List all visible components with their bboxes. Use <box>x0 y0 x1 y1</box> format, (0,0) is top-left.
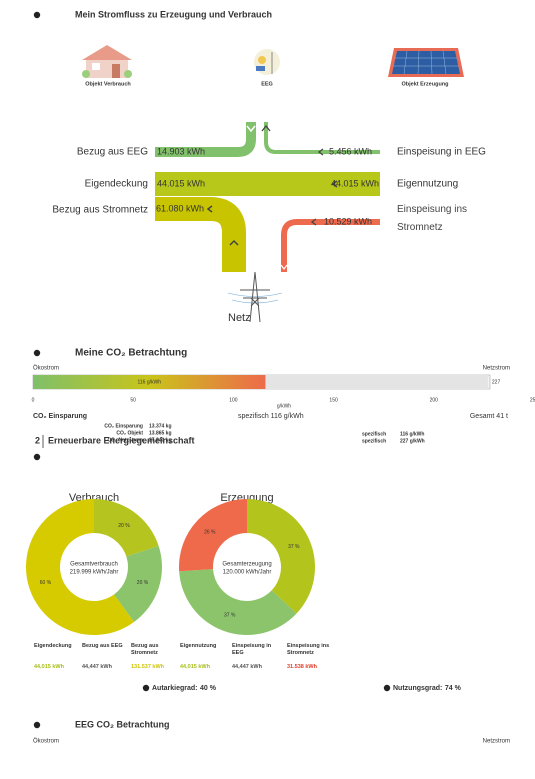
flow-label: Einspeisung in EEG <box>397 147 486 158</box>
help-icons <box>33 11 391 729</box>
icon-house <box>82 45 132 78</box>
section-title: EEG CO₂ Betrachtung <box>75 719 170 729</box>
segment-label: 26 % <box>204 529 216 535</box>
flow-value: 5.456 kWh <box>329 146 372 156</box>
center-label: Gesamterzeugung <box>222 562 271 568</box>
flow-value: 44.015 kWh <box>331 178 379 188</box>
summary-specific: spezifisch 116 g/kWh <box>238 413 304 420</box>
legend-amount: 44,015 kWh <box>34 664 64 670</box>
flow-label: Eigendeckung <box>85 179 148 190</box>
bar-label: 116 g/kWh <box>137 379 161 385</box>
flow-value: 14.903 kWh <box>157 146 205 156</box>
grid-tower <box>227 271 283 323</box>
donut-segment <box>179 569 297 636</box>
detail-value: 13.865 kg <box>149 430 172 436</box>
segment-label: 37 % <box>288 544 300 550</box>
center-value: 219.999 kWh/Jahr <box>70 570 119 576</box>
x-tick-label: 0 <box>32 397 35 403</box>
legend-amount: 31.538 kWh <box>287 664 317 670</box>
icon-label: Objekt Verbrauch <box>85 81 131 87</box>
ratio-value: 40 % <box>200 685 217 692</box>
legend-amount: 131.537 kWh <box>131 664 165 670</box>
flow-value: 10.529 kWh <box>324 216 372 226</box>
legend-name: Einspeisung ins Stromnetz <box>287 643 330 656</box>
donut-segment <box>113 545 162 623</box>
scale-left: Ökostrom <box>33 738 59 745</box>
summary-label: CO₂ Einsparung <box>33 413 87 420</box>
icon-eeg <box>254 49 280 75</box>
segment-label: 20 % <box>137 580 149 586</box>
detail-label: CO₂ Einsparung <box>104 423 143 429</box>
section-title: Meine CO₂ Betrachtung <box>75 348 187 359</box>
legend-name: Bezug aus Stromnetz <box>131 643 159 656</box>
center-value: 120.000 kWh/Jahr <box>223 570 272 576</box>
reference-label: 227 <box>492 379 501 385</box>
value-bar <box>33 375 266 389</box>
scale-right: Netzstrom <box>483 739 510 745</box>
detail-label: CO₂ Netzstrom <box>107 437 143 443</box>
icon-label: Objekt Erzeugung <box>401 81 448 87</box>
legend-name: Eigennutzung <box>180 643 217 649</box>
specific-value: 227 g/kWh <box>400 438 425 444</box>
x-tick-label: 100 <box>229 397 238 403</box>
x-tick-label: 250 <box>530 397 535 403</box>
ratio-value: 74 % <box>445 685 462 692</box>
section-title: Erneuerbare Energiegemeinschaft <box>48 435 195 445</box>
x-tick-label: 50 <box>130 397 136 403</box>
detail-value: 27.240 kg <box>149 437 172 443</box>
specific-label: spezifisch <box>362 438 386 444</box>
legend-name: Eigendeckung <box>34 643 72 649</box>
scale-left: Ökostrom <box>33 365 59 372</box>
segment-label: 20 % <box>118 523 130 529</box>
x-tick-label: 150 <box>329 397 338 403</box>
legend-name: Einspeisung in EEG <box>232 643 272 656</box>
donut-segment <box>94 499 159 557</box>
grid-label: Netz <box>228 312 251 324</box>
segment-label: 60 % <box>40 580 52 586</box>
specific-label: spezifisch <box>362 431 386 437</box>
legend-amount: 44,015 kWh <box>180 664 210 670</box>
icon-label: EEG <box>261 81 273 87</box>
x-tick-label: 200 <box>430 397 439 403</box>
scale-right: Netzstrom <box>483 366 510 372</box>
flow-pipes <box>155 122 380 272</box>
legend-amount: 44,447 kWh <box>82 664 112 670</box>
icon-solar <box>388 48 464 77</box>
x-axis-label: g/kWh <box>277 403 291 409</box>
flow-value: 44.015 kWh <box>157 178 205 188</box>
flow-label: Bezug aus Stromnetz <box>52 205 148 216</box>
legend-amount: 44,447 kWh <box>232 664 262 670</box>
center-label: Gesamtverbrauch <box>70 562 118 568</box>
specific-value: 116 g/kWh <box>400 431 424 437</box>
legend-name: Bezug aus EEG <box>82 643 123 649</box>
section-number: 2 <box>35 435 40 445</box>
flow-label: Einspeisung ins Stromnetz <box>397 204 468 233</box>
flow-value: 61.080 kWh <box>156 203 204 213</box>
section-title: Mein Stromfluss zu Erzeugung und Verbrau… <box>75 9 272 19</box>
donut-segment <box>178 499 247 572</box>
ratio-label: Nutzungsgrad: <box>393 685 442 692</box>
flow-label: Bezug aus EEG <box>77 147 148 158</box>
flow-label: Eigennutzung <box>397 179 458 190</box>
segment-label: 37 % <box>224 612 236 618</box>
donut-segment <box>247 499 316 614</box>
donut-segment <box>25 499 134 635</box>
detail-label: CO₂ Objekt <box>116 430 143 436</box>
detail-value: 13.374 kg <box>149 423 172 429</box>
ratio-label: Autarkiegrad: <box>152 685 198 692</box>
summary-total: Gesamt 41 t <box>470 413 508 420</box>
